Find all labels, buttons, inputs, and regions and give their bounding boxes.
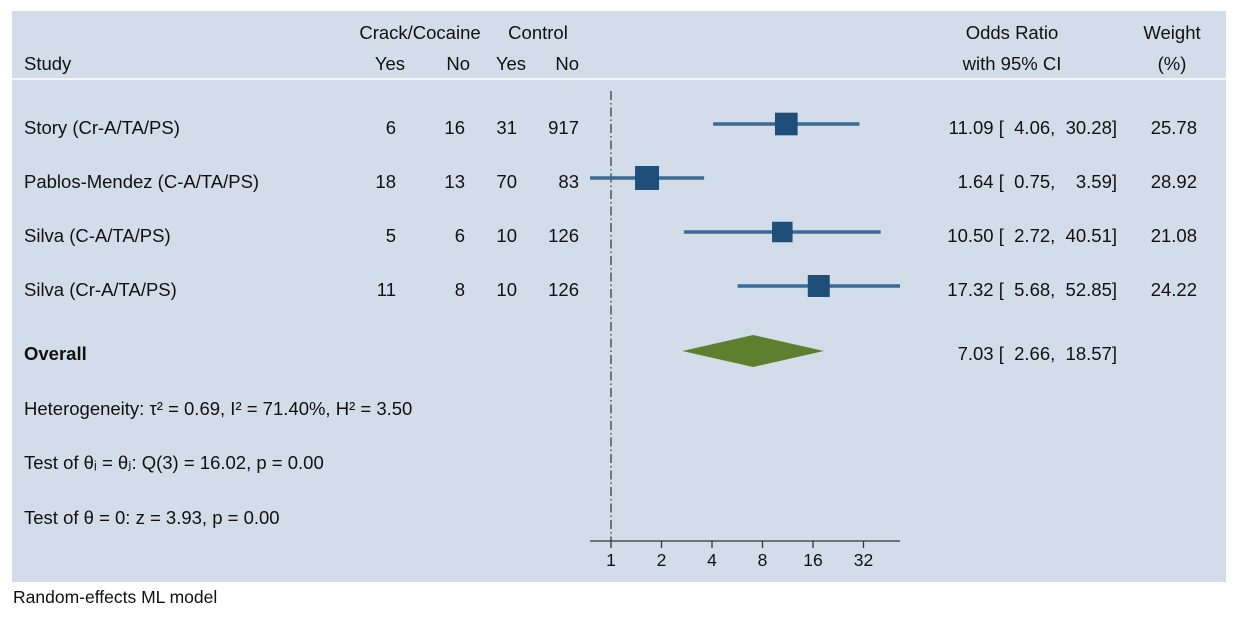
plot-area: 1 2 4 8 16 32	[590, 91, 901, 570]
case-yes: 11	[377, 279, 396, 300]
case-no: 8	[455, 279, 465, 300]
x-axis-tick-label: 1	[606, 550, 616, 570]
ctrl-yes: 70	[496, 171, 517, 192]
effect-marker	[807, 275, 830, 297]
overall-row: Overall 7.03 [ 2.66, 18.57]	[24, 343, 1117, 364]
header-case-yes: Yes	[375, 53, 405, 74]
ctrl-no: 126	[548, 225, 579, 246]
x-axis-tick-label: 8	[758, 550, 768, 570]
header-study: Study	[24, 53, 72, 74]
x-axis-tick-label: 16	[803, 550, 822, 570]
forest-plot-panel: Crack/Cocaine Control Odds Ratio Weight …	[12, 11, 1226, 582]
x-axis-tick-label: 4	[707, 550, 717, 570]
ctrl-yes: 10	[496, 225, 517, 246]
study-label: Story (Cr-A/TA/PS)	[24, 117, 180, 138]
effect-test-note: Test of θ = 0: z = 3.93, p = 0.00	[24, 507, 280, 528]
homogeneity-test-note: Test of θᵢ = θⱼ: Q(3) = 16.02, p = 0.00	[24, 452, 324, 473]
ctrl-no: 83	[558, 171, 579, 192]
ctrl-yes: 10	[496, 279, 517, 300]
effect-marker	[635, 166, 660, 190]
study-label: Silva (Cr-A/TA/PS)	[24, 279, 177, 300]
header-effect-line2: with 95% CI	[962, 53, 1062, 74]
case-yes: 6	[386, 117, 396, 138]
overall-diamond	[682, 335, 824, 367]
ctrl-yes: 31	[496, 117, 517, 138]
case-no: 6	[455, 225, 465, 246]
odds-ratio-ci: 1.64 [ 0.75, 3.59]	[958, 171, 1117, 192]
effect-marker	[774, 112, 798, 136]
header-group1: Crack/Cocaine	[359, 22, 480, 43]
weight-value: 21.08	[1151, 225, 1197, 246]
study-row: Story (Cr-A/TA/PS) 6 16 31 917 11.09 [ 4…	[24, 117, 1197, 138]
study-label: Silva (C-A/TA/PS)	[24, 225, 171, 246]
header-effect-line1: Odds Ratio	[966, 22, 1059, 43]
case-yes: 5	[386, 225, 396, 246]
forest-plot: Crack/Cocaine Control Odds Ratio Weight …	[12, 22, 1226, 570]
odds-ratio-ci: 17.32 [ 5.68, 52.85]	[947, 279, 1117, 300]
header-weight-line2: (%)	[1158, 53, 1187, 74]
x-axis-tick-label: 2	[657, 550, 667, 570]
case-no: 16	[444, 117, 465, 138]
overall-label: Overall	[24, 343, 87, 364]
study-row: Silva (C-A/TA/PS) 5 6 10 126 10.50 [ 2.7…	[24, 225, 1197, 246]
odds-ratio-ci: 11.09 [ 4.06, 30.28]	[949, 117, 1117, 138]
overall-odds-ratio-ci: 7.03 [ 2.66, 18.57]	[958, 343, 1117, 364]
odds-ratio-ci: 10.50 [ 2.72, 40.51]	[947, 225, 1117, 246]
x-axis-tick-label: 32	[854, 550, 873, 570]
weight-value: 25.78	[1151, 117, 1197, 138]
model-footnote: Random-effects ML model	[13, 587, 218, 607]
header-ctrl-no: No	[555, 53, 579, 74]
heterogeneity-note: Heterogeneity: τ² = 0.69, I² = 71.40%, H…	[24, 398, 412, 419]
header-group2: Control	[508, 22, 568, 43]
effect-marker	[772, 221, 793, 243]
case-yes: 18	[375, 171, 396, 192]
header-case-no: No	[446, 53, 470, 74]
ctrl-no: 126	[548, 279, 579, 300]
study-row: Silva (Cr-A/TA/PS) 11 8 10 126 17.32 [ 5…	[24, 279, 1197, 300]
ctrl-no: 917	[548, 117, 579, 138]
study-row: Pablos-Mendez (C-A/TA/PS) 18 13 70 83 1.…	[24, 171, 1197, 192]
study-label: Pablos-Mendez (C-A/TA/PS)	[24, 171, 259, 192]
weight-value: 24.22	[1151, 279, 1197, 300]
header-weight-line1: Weight	[1143, 22, 1200, 43]
case-no: 13	[444, 171, 465, 192]
header-ctrl-yes: Yes	[496, 53, 526, 74]
weight-value: 28.92	[1151, 171, 1197, 192]
